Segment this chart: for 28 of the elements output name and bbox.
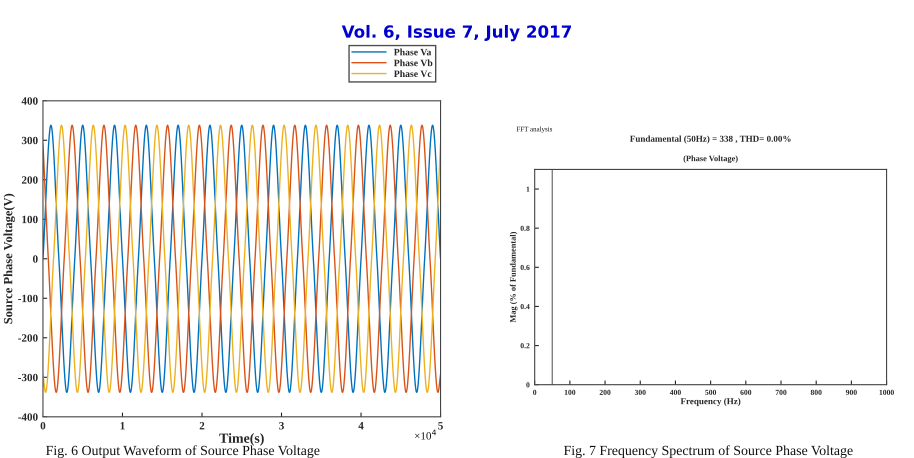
y-axis-title: Mag (% of Fundamental) [510, 232, 518, 322]
y-tick-label: 0 [32, 255, 38, 263]
y-tick-label: 400 [22, 97, 38, 105]
x-tick-label: 5 [438, 422, 443, 430]
legend-label: Phase Vb [394, 59, 432, 66]
y-tick-label: -200 [18, 334, 38, 342]
chart-title: Fundamental (50Hz) = 338 , THD= 0.00% [630, 135, 791, 144]
x-tick-label: 4 [358, 422, 364, 430]
text: Vol. 6, Issue 7, July 2017 [342, 24, 571, 42]
y-tick-label: -400 [18, 413, 38, 421]
x-tick-label: 1 [120, 422, 125, 430]
x-axis-title: Frequency (Hz) [680, 398, 740, 406]
caption: Fig. 6 Output Waveform of Source Phase Voltage [46, 445, 320, 458]
chart-subtitle: (Phase Voltage) [684, 155, 738, 163]
y-axis-title: Source Phase Voltage(V) [4, 194, 15, 324]
x-tick-label: 0 [40, 422, 46, 430]
x-axis-title: Time(s) [219, 433, 264, 446]
legend-label: Phase Vc [394, 70, 432, 78]
x-tick-label: 3 [279, 422, 284, 430]
y-tick-label: 200 [22, 176, 38, 184]
y-tick-label: -100 [18, 294, 38, 302]
legend-label: Phase Va [394, 48, 432, 56]
y-tick-label: -300 [18, 374, 38, 382]
x-tick-label: 2 [200, 422, 204, 430]
text: ×10$^{4}$ [414, 430, 436, 440]
caption: Fig. 7 Frequency Spectrum of Source Phase Voltage [564, 445, 853, 458]
y-tick-label: 100 [22, 216, 38, 224]
y-tick-label: 300 [22, 136, 38, 144]
